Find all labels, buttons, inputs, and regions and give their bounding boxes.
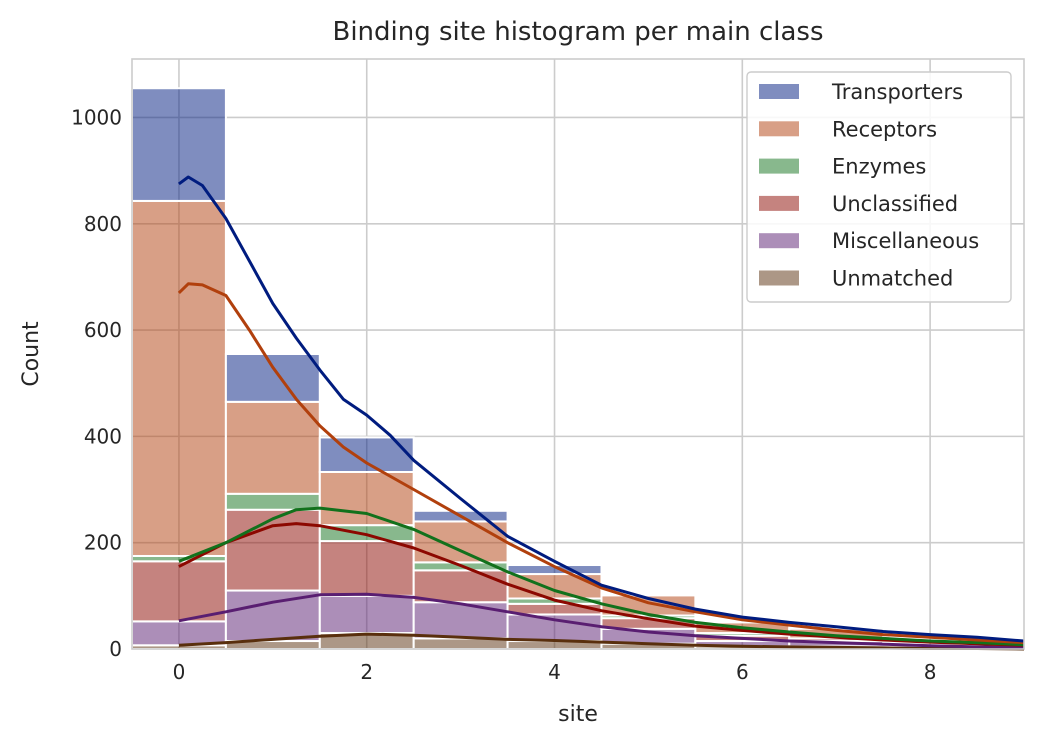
kde-line-miscellaneous <box>178 592 1025 649</box>
y-tick-label: 1000 <box>71 105 122 129</box>
legend-label-unclassified: Unclassified <box>832 192 958 216</box>
kde-line-receptors <box>177 282 1025 645</box>
bar-unclassified-0 <box>131 560 227 623</box>
bar-transporters-2 <box>318 436 415 473</box>
bar-transporters-5 <box>600 592 697 597</box>
legend-label-unmatched: Unmatched <box>832 267 953 291</box>
y-tick-label: 600 <box>84 318 122 342</box>
legend: Transporters Receptors Enzymes Unclassified… <box>746 71 1012 303</box>
legend-swatch-unmatched <box>759 270 799 286</box>
x-axis-label: site <box>558 702 598 727</box>
legend-swatch-transporters <box>759 84 799 99</box>
bar-transporters-0 <box>131 87 227 202</box>
bar-unclassified-3 <box>412 569 509 604</box>
bar-miscellaneous-3 <box>412 601 509 640</box>
bar-miscellaneous-2 <box>318 594 415 635</box>
bar-unclassified-2 <box>318 540 415 597</box>
legend-label-enzymes: Enzymes <box>832 155 926 179</box>
x-tick-labels: 0 2 4 6 8 <box>173 660 937 684</box>
x-tick-label: 4 <box>548 660 561 684</box>
kde-line-enzymes <box>178 506 1025 647</box>
kde-line-unmatched <box>178 632 1025 651</box>
bar-receptors-3 <box>412 520 509 564</box>
legend-swatch-enzymes <box>759 158 799 174</box>
legend-label-receptors: Receptors <box>832 117 937 141</box>
kde-layer <box>177 175 1025 651</box>
y-tick-label: 400 <box>84 424 122 448</box>
y-axis-label: Count <box>19 321 44 387</box>
x-tick-label: 8 <box>924 660 937 684</box>
legend-swatch-unclassified <box>759 195 799 211</box>
y-tick-label: 800 <box>84 212 122 236</box>
x-tick-label: 6 <box>736 660 749 684</box>
legend-box <box>746 71 1012 303</box>
bar-enzymes-1 <box>224 492 321 511</box>
kde-line-transporters <box>178 175 1025 643</box>
bar-miscellaneous-0 <box>131 620 227 647</box>
x-tick-label: 0 <box>173 660 186 684</box>
legend-label-miscellaneous: Miscellaneous <box>832 229 979 253</box>
y-tick-labels: 0 200 400 600 800 1000 <box>71 105 122 661</box>
plot-frame <box>131 58 1025 650</box>
chart-title: Binding site histogram per main class <box>332 17 823 47</box>
legend-swatch-miscellaneous <box>759 233 799 249</box>
bar-miscellaneous-1 <box>224 589 321 643</box>
y-tick-label: 0 <box>109 637 122 661</box>
x-tick-label: 2 <box>360 660 373 684</box>
legend-swatch-receptors <box>759 121 799 137</box>
legend-label-transporters: Transporters <box>831 80 963 104</box>
bar-receptors-1 <box>224 400 321 495</box>
bar-receptors-0 <box>131 199 227 557</box>
bar-transporters-1 <box>224 353 321 403</box>
y-tick-label: 200 <box>84 531 122 555</box>
bar-unclassified-1 <box>224 508 321 592</box>
kde-line-unclassified <box>178 522 1025 647</box>
